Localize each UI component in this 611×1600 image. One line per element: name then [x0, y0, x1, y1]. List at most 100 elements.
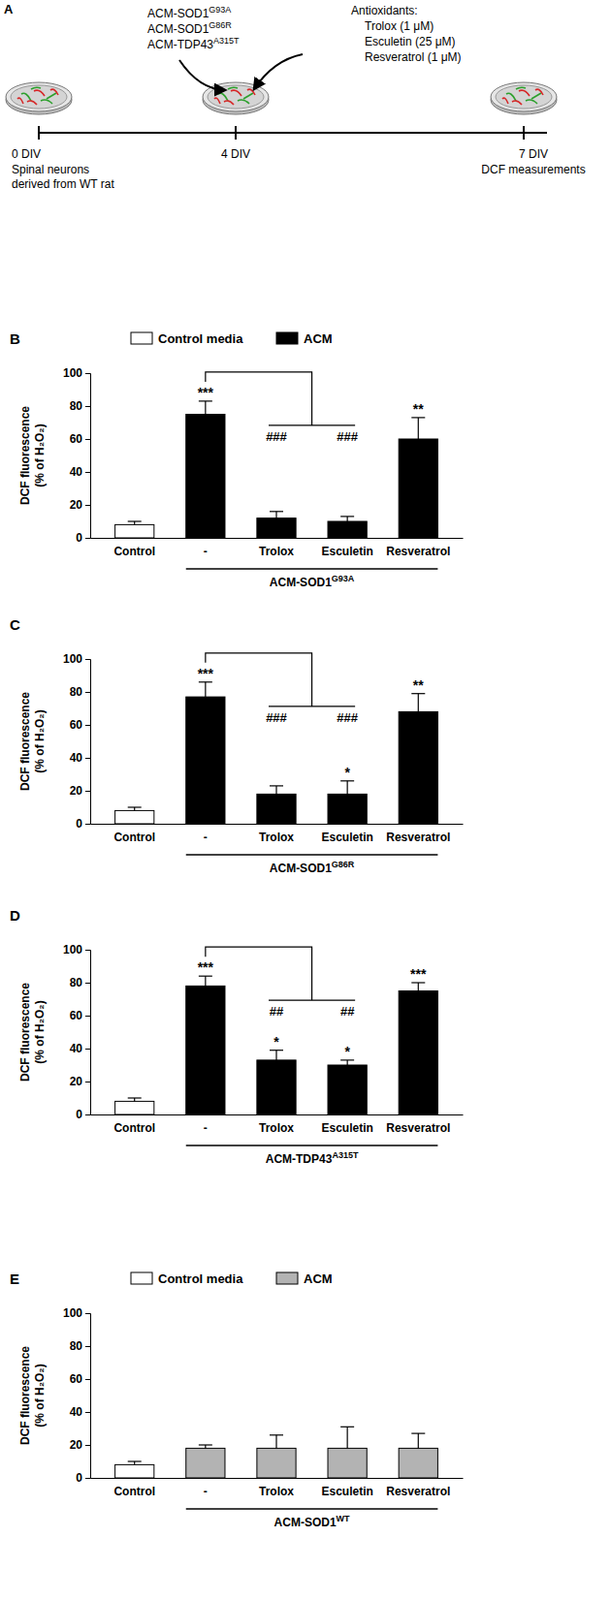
acm-label-sup: A315T [213, 35, 240, 46]
y-tick-mark [85, 659, 91, 661]
panel-label: C [9, 616, 21, 634]
legend-label: ACM [303, 331, 333, 347]
cell [512, 100, 522, 105]
x-axis: Control-TroloxEsculetinResveratrol [91, 824, 464, 845]
group-label-text: ACM-SOD1 [269, 576, 332, 590]
y-tick-mark [85, 791, 91, 793]
y-tick-label: 20 [69, 1439, 84, 1453]
y-tick-mark [85, 983, 91, 985]
timeline-label: 0 DIV [11, 147, 41, 161]
error-bar [411, 418, 425, 440]
group-label-text: ACM-SOD1 [274, 1516, 337, 1531]
x-axis: Control-TroloxEsculetinResveratrol [91, 1479, 464, 1500]
cell [243, 93, 254, 99]
error-cap [269, 785, 284, 787]
acm-label-text: ACM-TDP43 [147, 37, 214, 52]
x-tick: Esculetin [321, 1115, 373, 1136]
y-axis-line [85, 951, 92, 1117]
y-axis-line [85, 660, 92, 826]
significance-star: *** [197, 960, 215, 976]
bar [257, 1448, 296, 1480]
error-stem [418, 694, 419, 713]
bar [398, 711, 438, 825]
group-label-sup: G93A [331, 574, 355, 584]
y-tick: 80 [69, 976, 91, 991]
significance-star: * [344, 765, 351, 781]
x-tick: - [203, 824, 208, 845]
y-tick-mark [85, 1446, 91, 1448]
error-cap [269, 511, 284, 513]
y-tick-mark [85, 1016, 91, 1018]
legend-swatch [130, 1273, 153, 1286]
cell [506, 93, 516, 101]
x-tick: Resveratrol [385, 538, 451, 559]
error-bar [269, 1436, 284, 1450]
x-tick-label: Esculetin [321, 1485, 373, 1500]
significance-star: ** [413, 401, 424, 418]
group-line [186, 1509, 439, 1512]
acm-label-text: ACM-SOD1 [147, 22, 210, 36]
y-tick-label: 40 [69, 465, 84, 480]
cell [214, 97, 221, 104]
panel-a: AACM-SOD1G93AACM-SOD1G86RACM-TDP43A315TA… [3, 1, 586, 192]
y-tick-mark [85, 1479, 91, 1480]
significance-star: *** [197, 666, 215, 682]
error-stem [204, 401, 206, 416]
cell [17, 97, 24, 104]
y-tick-label: 80 [69, 976, 84, 991]
error-bar [340, 1427, 354, 1449]
x-tick-label: Trolox [258, 545, 294, 559]
y-tick-label: 60 [69, 718, 84, 733]
comparison-bracket [205, 653, 355, 708]
bar [327, 1448, 367, 1480]
cell [31, 87, 41, 90]
bar [257, 518, 296, 539]
group-line [186, 568, 439, 571]
y-tick-label: 100 [63, 366, 83, 381]
error-cap [411, 1433, 425, 1435]
error-cap [340, 1427, 354, 1429]
y-tick-label: 60 [69, 432, 84, 447]
error-stem [275, 1051, 277, 1062]
y-tick-mark [85, 373, 91, 375]
cell [227, 87, 238, 90]
x-tick: Control [113, 1115, 156, 1136]
bar [186, 697, 226, 825]
y-axis-line [85, 1315, 92, 1480]
y-tick: 0 [75, 531, 91, 546]
plot-marks [115, 1427, 439, 1480]
cell [21, 93, 32, 101]
error-cap [269, 1435, 284, 1437]
bar [327, 521, 367, 539]
error-bar [198, 976, 213, 987]
y-tick-mark [85, 406, 91, 408]
petri-dish [490, 82, 557, 115]
panel-label: B [9, 330, 21, 348]
cell [27, 100, 37, 105]
chart-panel: C020406080100Control-TroloxEsculetinResv… [9, 616, 464, 876]
error-stem [418, 418, 419, 440]
bar [115, 1101, 155, 1116]
y-axis-title: DCF fluorescence(% of H₂O₂) [18, 983, 47, 1083]
cell [33, 90, 45, 97]
cell [224, 100, 234, 105]
timeline-note: derived from WT rat [11, 177, 115, 192]
y-axis: 020406080100 [63, 366, 92, 546]
antioxidant-item: Resveratrol (1 μM) [364, 50, 462, 65]
acm-label: ACM-TDP43A315T [147, 35, 240, 52]
error-stem [204, 682, 206, 698]
x-tick-label: Esculetin [321, 831, 373, 845]
arrow [179, 60, 226, 91]
error-cap [411, 982, 425, 984]
error-bar [411, 1434, 425, 1449]
y-axis-title-line: (% of H₂O₂) [32, 1000, 47, 1064]
group-label: ACM-TDP43A315T [265, 1151, 359, 1167]
x-tick: Resveratrol [385, 1115, 451, 1136]
error-stem [347, 1061, 349, 1066]
acm-label-sup: G86R [208, 20, 232, 31]
significance-star: *** [410, 966, 427, 983]
x-tick-label: Control [113, 831, 156, 845]
y-tick: 20 [69, 784, 91, 799]
panel-label: D [9, 907, 21, 925]
y-tick-label: 100 [63, 1307, 83, 1321]
